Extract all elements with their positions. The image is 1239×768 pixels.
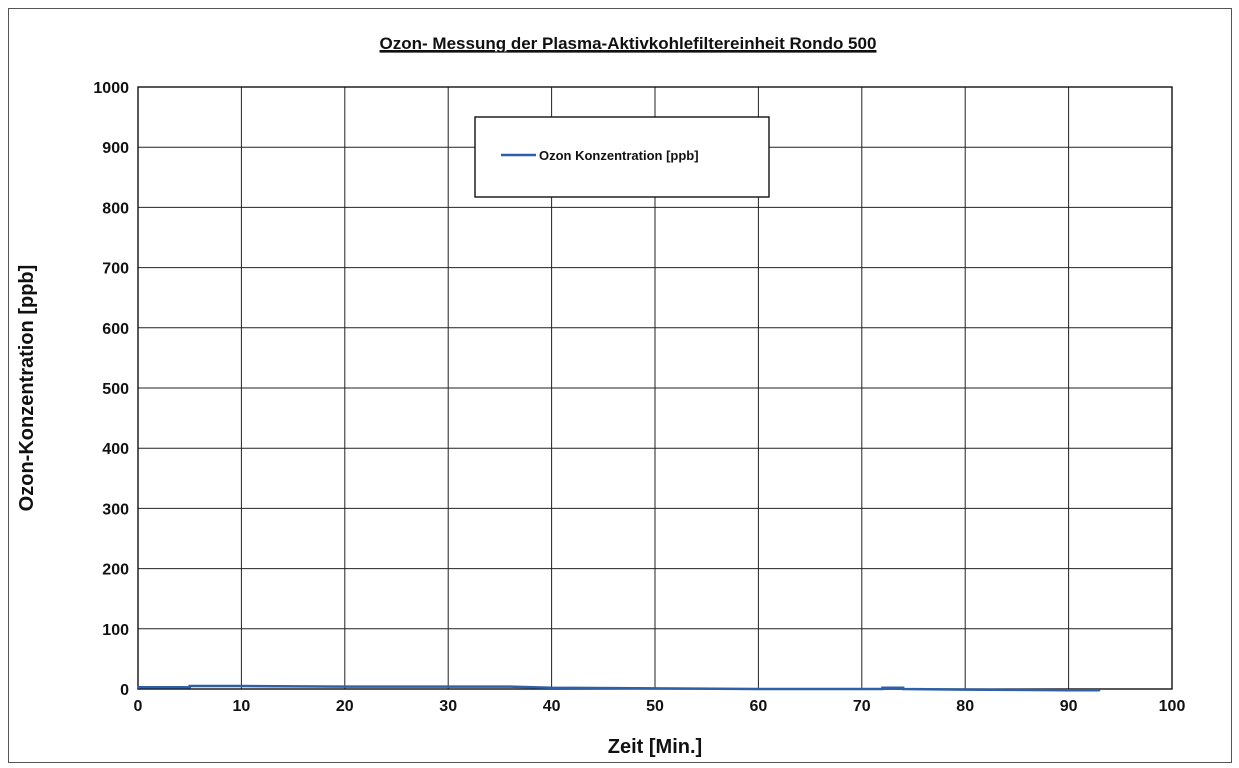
x-axis-ticks: 0 10 20 30 40 50 60 70 80 90 100 <box>134 698 1186 715</box>
x-tick-label: 70 <box>853 698 871 715</box>
data-point <box>137 686 139 688</box>
x-tick-label: 50 <box>646 698 664 715</box>
x-tick-label: 60 <box>750 698 768 715</box>
data-point <box>861 688 863 690</box>
x-tick-label: 30 <box>439 698 457 715</box>
x-tick-label: 80 <box>956 698 974 715</box>
y-tick-label: 1000 <box>93 80 129 97</box>
x-tick-label: 10 <box>233 698 251 715</box>
data-point <box>344 685 346 688</box>
legend-label: Ozon Konzentration [ppb] <box>539 148 699 163</box>
chart-frame: Ozon- Messung der Plasma-Aktivkohlefilte… <box>8 8 1232 763</box>
data-point <box>902 686 904 689</box>
x-tick-label: 20 <box>336 698 354 715</box>
series-line <box>138 684 1100 692</box>
data-point <box>188 686 191 688</box>
chart-canvas: Ozon- Messung der Plasma-Aktivkohlefilte… <box>16 34 1186 758</box>
data-point <box>654 687 656 690</box>
y-axis-label: Ozon-Konzentration [ppb] <box>16 265 38 512</box>
y-tick-label: 800 <box>102 200 129 217</box>
y-tick-label: 100 <box>102 622 129 639</box>
legend: Ozon Konzentration [ppb] <box>474 116 770 198</box>
x-tick-label: 90 <box>1060 698 1078 715</box>
x-axis-label: Zeit [Min.] <box>608 736 702 758</box>
legend-box <box>474 116 770 198</box>
y-tick-label: 300 <box>102 501 129 518</box>
x-tick-label: 0 <box>134 698 143 715</box>
data-point <box>757 688 760 690</box>
data-point <box>964 688 966 691</box>
y-tick-label: 0 <box>120 682 129 699</box>
y-tick-label: 700 <box>102 261 129 278</box>
data-point <box>881 688 884 690</box>
data-point <box>509 685 512 688</box>
y-tick-label: 900 <box>102 140 129 157</box>
data-point <box>1067 689 1070 692</box>
x-tick-label: 100 <box>1159 698 1186 715</box>
data-point <box>188 685 191 687</box>
data-point <box>447 685 450 688</box>
y-tick-label: 400 <box>102 441 129 458</box>
y-axis-ticks: 0 100 200 300 400 500 600 700 800 900 1000 <box>93 80 129 699</box>
chart-title: Ozon- Messung der Plasma-Aktivkohlefilte… <box>380 34 877 53</box>
y-tick-label: 500 <box>102 381 129 398</box>
y-tick-label: 600 <box>102 321 129 338</box>
data-point <box>550 686 553 689</box>
x-tick-label: 40 <box>543 698 561 715</box>
data-point <box>881 686 884 689</box>
data-point <box>240 685 243 687</box>
y-tick-label: 200 <box>102 562 129 579</box>
data-point <box>902 688 904 690</box>
series-group <box>137 684 1101 692</box>
data-point <box>1098 689 1101 692</box>
